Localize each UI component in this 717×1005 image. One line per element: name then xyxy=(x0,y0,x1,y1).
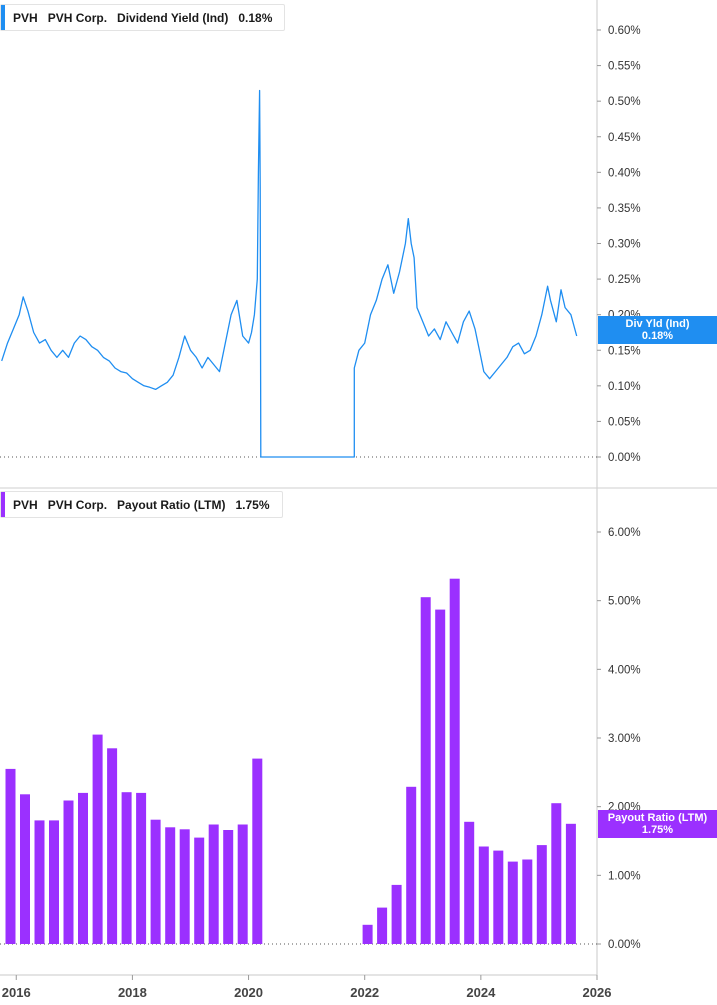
top-y-tick-label: 0.45% xyxy=(608,132,641,144)
top-y-tick-label: 0.10% xyxy=(608,381,641,393)
bottom-legend-company: PVH Corp. xyxy=(47,497,108,512)
top-legend-ticker: PVH xyxy=(13,10,38,25)
payout-ratio-bar xyxy=(34,820,45,944)
top-legend-value: 0.18% xyxy=(238,10,273,25)
bottom-y-tick-label: 4.00% xyxy=(608,664,641,676)
payout-ratio-bar xyxy=(493,850,504,944)
payout-ratio-bar xyxy=(107,748,118,944)
top-y-tick-label: 0.40% xyxy=(608,167,641,179)
payout-ratio-bar xyxy=(223,830,234,944)
payout-ratio-bar xyxy=(406,786,417,944)
top-y-tick-label: 0.25% xyxy=(608,274,641,286)
payout-ratio-bar xyxy=(121,792,132,944)
bottom-y-tick-label: 3.00% xyxy=(608,733,641,745)
top-value-tag: Div Yld (Ind) 0.18% xyxy=(598,316,717,344)
payout-ratio-bar xyxy=(208,824,219,944)
dividend-yield-line xyxy=(1,89,578,458)
payout-ratio-bar xyxy=(136,792,147,944)
payout-ratio-bar xyxy=(179,829,190,944)
x-tick-label: 2018 xyxy=(118,985,147,1000)
top-legend-metric: Dividend Yield (Ind) xyxy=(117,10,229,25)
top-y-tick-label: 0.30% xyxy=(608,239,641,251)
bottom-legend-value: 1.75% xyxy=(235,497,270,512)
bottom-y-tick-label: 1.00% xyxy=(608,870,641,882)
payout-ratio-bar xyxy=(63,800,74,944)
payout-ratio-bar xyxy=(20,794,30,944)
top-tag-value: 0.18% xyxy=(641,330,674,342)
top-y-tick-label: 0.35% xyxy=(608,203,641,215)
top-y-tick-label: 0.15% xyxy=(608,345,641,357)
payout-ratio-bar xyxy=(252,758,263,944)
top-tag-label: Div Yld (Ind) xyxy=(625,318,690,330)
payout-ratio-bar xyxy=(391,884,402,944)
top-y-tick-label: 0.50% xyxy=(608,96,641,108)
payout-ratio-bar xyxy=(507,861,518,944)
payout-ratio-bar xyxy=(565,823,576,944)
top-legend-color-bar xyxy=(1,5,5,30)
x-tick-label: 2026 xyxy=(583,985,612,1000)
payout-ratio-bar xyxy=(362,924,373,944)
payout-ratio-bar xyxy=(194,837,205,944)
payout-ratio-bar xyxy=(165,827,176,944)
payout-ratio-bar xyxy=(237,824,248,944)
x-tick-label: 2016 xyxy=(2,985,31,1000)
payout-ratio-bar xyxy=(478,846,489,944)
bottom-y-tick-label: 0.00% xyxy=(608,939,641,951)
top-legend: PVH PVH Corp. Dividend Yield (Ind) 0.18% xyxy=(0,4,286,31)
bottom-value-tag: Payout Ratio (LTM) 1.75% xyxy=(598,810,717,838)
bottom-legend-metric: Payout Ratio (LTM) xyxy=(117,497,226,512)
payout-ratio-bar xyxy=(78,792,88,944)
payout-ratio-bar xyxy=(377,907,388,944)
x-tick-label: 2024 xyxy=(466,985,496,1000)
payout-ratio-bar xyxy=(449,578,460,944)
payout-ratio-bar xyxy=(92,734,103,944)
top-y-tick-label: 0.55% xyxy=(608,61,641,73)
top-legend-company: PVH Corp. xyxy=(47,10,108,25)
top-y-tick-label: 0.60% xyxy=(608,25,641,37)
bottom-y-tick-label: 5.00% xyxy=(608,596,641,608)
top-y-tick-label: 0.05% xyxy=(608,416,641,428)
payout-ratio-bar xyxy=(435,609,446,944)
payout-ratio-bar xyxy=(49,820,59,944)
bottom-tag-value: 1.75% xyxy=(641,824,674,836)
payout-ratio-bar xyxy=(551,803,562,944)
payout-ratio-bar xyxy=(464,821,475,944)
payout-ratio-bar xyxy=(5,768,16,944)
bottom-legend: PVH PVH Corp. Payout Ratio (LTM) 1.75% xyxy=(0,491,283,518)
bottom-legend-ticker: PVH xyxy=(13,497,38,512)
bottom-y-tick-label: 6.00% xyxy=(608,527,641,539)
payout-ratio-bar xyxy=(420,597,431,944)
x-tick-label: 2022 xyxy=(350,985,379,1000)
payout-ratio-bar xyxy=(150,819,161,944)
bottom-tag-label: Payout Ratio (LTM) xyxy=(607,812,708,824)
top-y-tick-label: 0.00% xyxy=(608,452,641,464)
payout-ratio-bar xyxy=(522,859,533,944)
payout-ratio-bar xyxy=(536,845,547,944)
x-tick-label: 2020 xyxy=(234,985,263,1000)
bottom-legend-color-bar xyxy=(1,492,5,517)
